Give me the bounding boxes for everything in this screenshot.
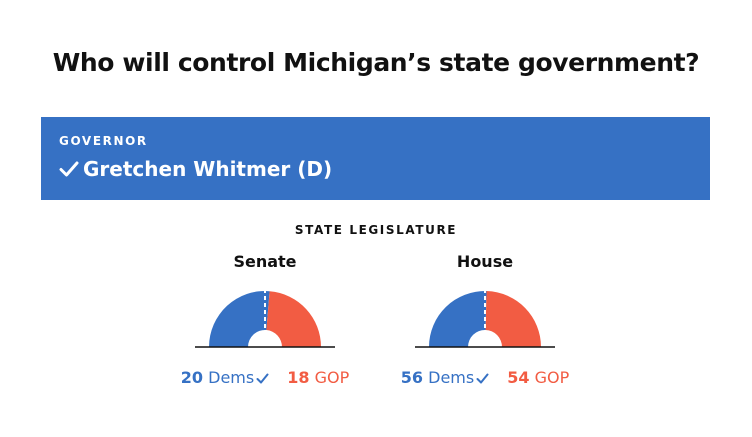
house-gop-count: 54 xyxy=(507,368,530,387)
house-gop-segment xyxy=(485,291,541,347)
house-dem-segment xyxy=(429,291,487,347)
senate-gop-segment xyxy=(266,291,321,347)
senate-dem-count: 20 xyxy=(180,368,204,387)
senate-seats: 20 Dems 18 GOP xyxy=(155,368,375,387)
senate-dem-label: Dems xyxy=(208,368,255,387)
house-winner-check-icon xyxy=(476,373,489,384)
senate-chart xyxy=(195,289,335,348)
senate-winner-check-icon xyxy=(256,373,269,384)
senate-title: Senate xyxy=(233,252,297,271)
governor-winner-name: Gretchen Whitmer (D) xyxy=(83,157,333,181)
governor-banner: GOVERNOR Gretchen Whitmer (D) xyxy=(41,117,710,200)
senate-gop-count: 18 xyxy=(287,368,310,387)
checkmark-icon xyxy=(59,161,79,177)
house-chart xyxy=(415,289,555,348)
house-gop-label: GOP xyxy=(534,368,570,387)
governor-winner: Gretchen Whitmer (D) xyxy=(59,157,332,181)
legislature-label: STATE LEGISLATURE xyxy=(294,223,458,237)
house-seats: 56 Dems 54 GOP xyxy=(375,368,595,387)
house-title: House xyxy=(456,252,514,271)
house-dem-label: Dems xyxy=(428,368,475,387)
senate-gop-label: GOP xyxy=(314,368,350,387)
page-title: Who will control Michigan’s state govern… xyxy=(52,48,700,77)
senate-dem-segment xyxy=(209,291,270,347)
governor-label: GOVERNOR xyxy=(59,134,148,148)
house-dem-count: 56 xyxy=(400,368,424,387)
